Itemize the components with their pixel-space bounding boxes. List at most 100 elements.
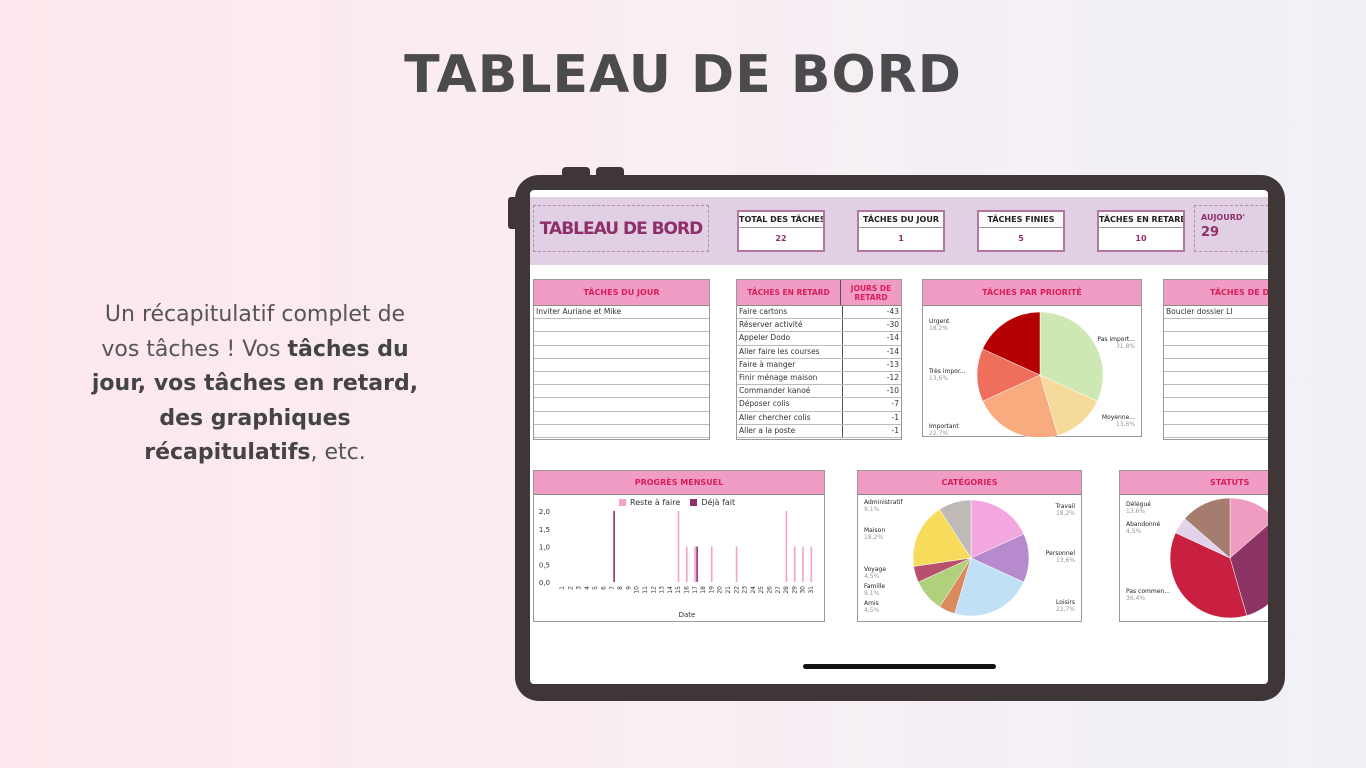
table-row[interactable]: Aller faire les courses -14 xyxy=(737,345,901,359)
chart-title: TÂCHES PAR PRIORITÉ xyxy=(923,280,1141,306)
tablet-side-button xyxy=(508,197,518,229)
column-header-days: JOURS DE RETARD xyxy=(850,283,892,302)
table-row[interactable] xyxy=(1164,398,1268,412)
table-row[interactable] xyxy=(534,332,709,346)
today-box: AUJOURD' 29 xyxy=(1194,205,1268,252)
task-cell: Aller chercher colis xyxy=(739,411,843,424)
x-tick-label: 18 xyxy=(700,586,707,594)
pie-slice[interactable] xyxy=(912,508,972,567)
table-row[interactable]: Faire à manger -13 xyxy=(737,358,901,372)
table-row[interactable]: Appeler Dodo -14 xyxy=(737,332,901,346)
x-tick-label: 16 xyxy=(684,586,691,594)
table-row[interactable] xyxy=(1164,385,1268,399)
x-tick-label: 21 xyxy=(725,586,732,594)
table-row[interactable]: Réserver activité -30 xyxy=(737,319,901,333)
pie-slice[interactable] xyxy=(982,374,1059,437)
bar[interactable] xyxy=(802,546,804,583)
bar[interactable] xyxy=(613,511,615,582)
column-header-task: TÂCHES EN RETARD xyxy=(737,280,841,305)
legend-swatch xyxy=(619,499,626,506)
statuses-chart-panel: STATUTS Délégué 13,6% Abandonné 4,5% Pas c… xyxy=(1119,470,1268,622)
pie-slice[interactable] xyxy=(939,499,972,559)
table-row[interactable] xyxy=(1164,425,1268,438)
pie-label-name: Voyage xyxy=(864,566,887,573)
pie-slice[interactable] xyxy=(1229,519,1268,616)
table-row[interactable] xyxy=(1164,332,1268,346)
late-tasks-table: TÂCHES EN RETARD JOURS DE RETARD Faire ca… xyxy=(736,279,902,440)
table-row[interactable]: Finir ménage maison -12 xyxy=(737,371,901,386)
priority-chart-panel: TÂCHES PAR PRIORITÉ Urgent 18,2% Très imp… xyxy=(922,279,1142,437)
x-tick-label: 24 xyxy=(750,586,757,594)
table-row[interactable]: Commander kanoé -10 xyxy=(737,385,901,399)
table-row[interactable] xyxy=(1164,346,1268,359)
kpi-label: TOTAL DES TÂCHES xyxy=(739,212,823,228)
pie-slice[interactable] xyxy=(1169,532,1248,619)
pie-label: Moyenne... 13,6% xyxy=(1102,414,1135,428)
home-indicator[interactable] xyxy=(803,664,996,669)
task-cell: Faire à manger xyxy=(739,358,843,371)
y-tick-label: 0,0 xyxy=(539,579,550,587)
x-tick-label: 13 xyxy=(659,586,666,594)
chart-title: PROGRÈS MENSUEL xyxy=(534,471,824,495)
table-row[interactable] xyxy=(1164,359,1268,372)
bar[interactable] xyxy=(735,546,738,583)
legend-item: Reste à faire xyxy=(619,498,680,507)
categories-pie xyxy=(912,499,1030,617)
pie-slice[interactable] xyxy=(1039,374,1098,436)
table-header: TÂCHES EN RETARD JOURS DE RETARD xyxy=(737,280,901,306)
x-tick-label: 22 xyxy=(733,586,740,594)
monthly-progress-panel: PROGRÈS MENSUEL Reste à faire Déjà fait … xyxy=(533,470,825,622)
legend-label: Reste à faire xyxy=(630,498,681,507)
kpi-late: TÂCHES EN RETARD 10 xyxy=(1097,210,1185,252)
table-row[interactable]: Aller chercher colis -1 xyxy=(737,411,901,425)
table-row[interactable] xyxy=(534,346,709,359)
bar[interactable] xyxy=(785,511,788,582)
table-row[interactable] xyxy=(534,425,709,438)
pie-label-name: Travail xyxy=(1055,503,1076,510)
x-tick-label: 25 xyxy=(758,586,765,594)
table-row[interactable] xyxy=(534,412,709,425)
table-row[interactable] xyxy=(534,385,709,399)
pie-label-value: 36,4% xyxy=(1126,595,1146,602)
task-cell: Commander kanoé xyxy=(739,385,843,398)
table-row[interactable] xyxy=(1164,372,1268,386)
table-row[interactable]: Boucler dossier LI xyxy=(1164,306,1268,320)
table-row[interactable] xyxy=(534,398,709,412)
bar[interactable] xyxy=(686,546,688,583)
table-row[interactable]: Déposer colis -7 xyxy=(737,398,901,412)
y-tick-label: 2,0 xyxy=(539,508,550,516)
chart-title: STATUTS xyxy=(1120,471,1268,495)
x-tick-label: 28 xyxy=(783,586,790,594)
days-cell: -12 xyxy=(886,372,899,382)
pie-slice[interactable] xyxy=(1184,497,1231,559)
table-row[interactable]: Aller a la poste -1 xyxy=(737,424,901,438)
bar[interactable] xyxy=(696,546,698,583)
description-bold: tâches du jour, vos tâches en retard, de… xyxy=(91,336,419,466)
table-row[interactable]: Inviter Auriane et Mike xyxy=(534,306,709,320)
table-row[interactable] xyxy=(534,359,709,372)
dashboard-title: TABLEAU DE BORD xyxy=(533,205,709,252)
pie-label: Pas commen... 36,4% xyxy=(1126,588,1170,602)
x-tick-label: 23 xyxy=(742,586,749,594)
pie-slice[interactable] xyxy=(954,557,1025,617)
pie-label: Personnel 13,6% xyxy=(1046,550,1075,564)
table-row[interactable] xyxy=(534,372,709,386)
y-tick-label: 1,0 xyxy=(539,544,550,552)
task-cell: Réserver activité xyxy=(739,319,843,332)
kpi-today: TÂCHES DU JOUR 1 xyxy=(857,210,945,252)
bar[interactable] xyxy=(793,546,796,583)
table-row[interactable]: Faire cartons -43 xyxy=(737,306,901,320)
pie-label-value: 22,7% xyxy=(929,430,949,437)
table-row[interactable] xyxy=(1164,412,1268,425)
pie-slice[interactable] xyxy=(982,311,1041,376)
table-row[interactable] xyxy=(534,319,709,333)
bar[interactable] xyxy=(710,546,713,583)
bar[interactable] xyxy=(694,546,696,583)
bar[interactable] xyxy=(810,546,813,583)
pie-slice[interactable] xyxy=(1039,311,1104,402)
pie-slice[interactable] xyxy=(976,348,1041,402)
pie-slice[interactable] xyxy=(970,499,1025,559)
bar[interactable] xyxy=(677,511,680,582)
table-row[interactable] xyxy=(1164,319,1268,333)
kpi-label: TÂCHES FINIES xyxy=(979,212,1063,228)
